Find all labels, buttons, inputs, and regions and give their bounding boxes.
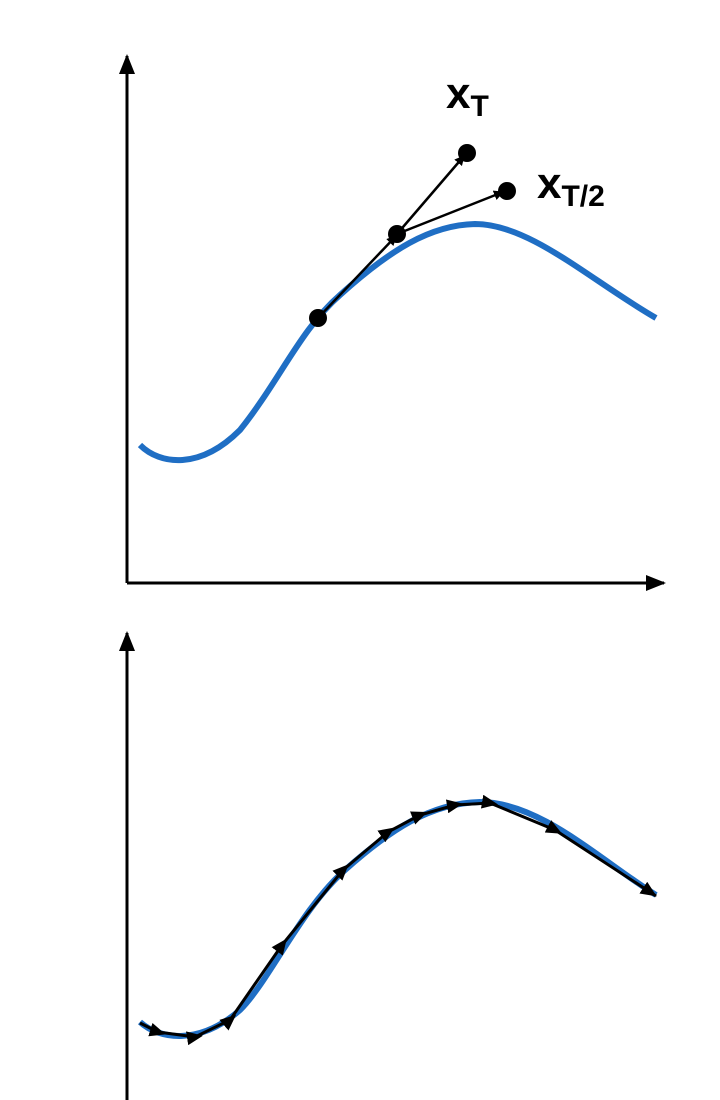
top-panel: xT xT/2 bbox=[119, 54, 666, 591]
point bbox=[458, 144, 476, 162]
point bbox=[309, 309, 327, 327]
label-xt2: xT/2 bbox=[537, 159, 605, 213]
label-main: x bbox=[446, 69, 471, 118]
trajectory bbox=[139, 794, 657, 1046]
curve bbox=[137, 798, 658, 1039]
label-main: x bbox=[537, 159, 562, 208]
step-arrow bbox=[396, 190, 504, 236]
curve bbox=[137, 220, 658, 464]
label-sub: T bbox=[470, 90, 488, 123]
step-arrow bbox=[317, 235, 397, 319]
step-arrow bbox=[396, 155, 465, 235]
label-sub: T/2 bbox=[561, 180, 604, 213]
label-xt: xT bbox=[446, 69, 489, 123]
point bbox=[388, 225, 406, 243]
point bbox=[498, 182, 516, 200]
bottom-panel bbox=[119, 631, 658, 1100]
